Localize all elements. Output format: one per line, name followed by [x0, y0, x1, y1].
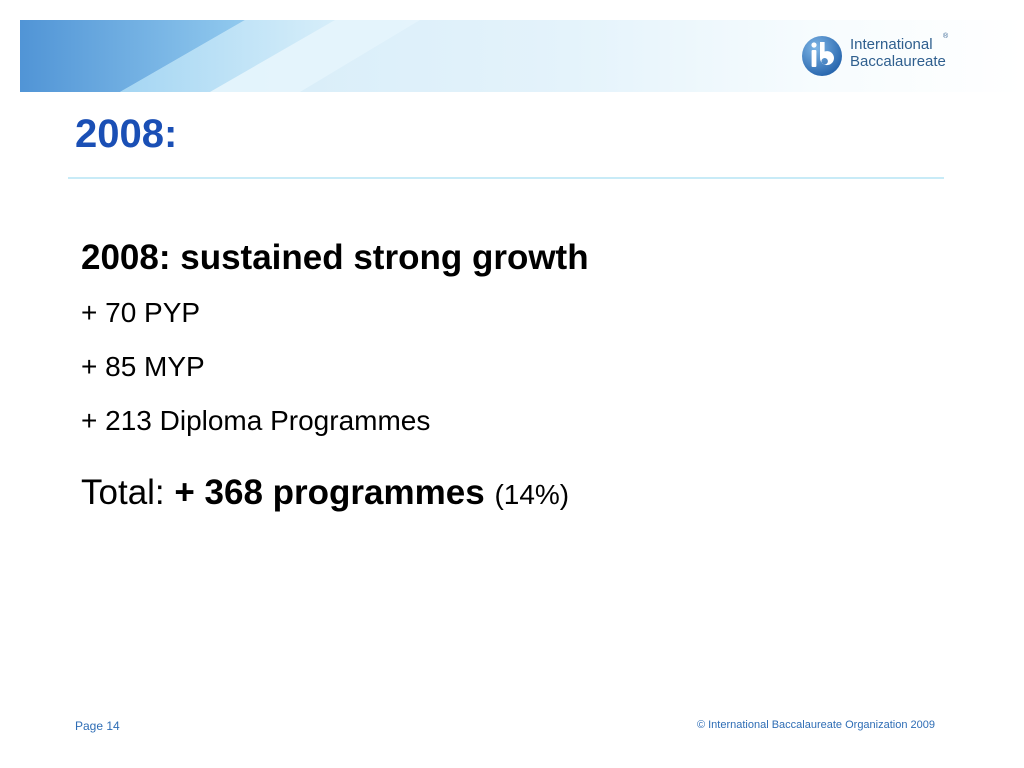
slide-title: 2008:: [75, 112, 178, 156]
total-line: Total: + 368 programmes (14%): [81, 470, 569, 518]
list-item-pyp: + 70 PYP: [81, 297, 201, 328]
ib-logo-icon: [802, 36, 842, 76]
title-divider: [68, 177, 944, 179]
ib-logo: International Baccalaureate ®: [800, 30, 960, 82]
logo-wordmark: International Baccalaureate: [850, 36, 946, 70]
registered-mark: ®: [943, 33, 949, 40]
list-item-myp: + 85 MYP: [81, 351, 205, 382]
logo-line-2: Baccalaureate: [850, 53, 946, 70]
logo-line-1: International: [850, 36, 933, 53]
body-heading: 2008: sustained strong growth: [81, 238, 589, 277]
copyright-notice: © International Baccalaureate Organizati…: [696, 719, 935, 731]
header-banner: [20, 20, 1024, 92]
total-amount: + 368 programmes: [174, 473, 485, 512]
list-item-dp: + 213 Diploma Programmes: [81, 405, 431, 436]
total-label: Total:: [81, 473, 175, 512]
total-percent: (14%): [494, 479, 570, 510]
page-number: Page 14: [75, 719, 120, 733]
